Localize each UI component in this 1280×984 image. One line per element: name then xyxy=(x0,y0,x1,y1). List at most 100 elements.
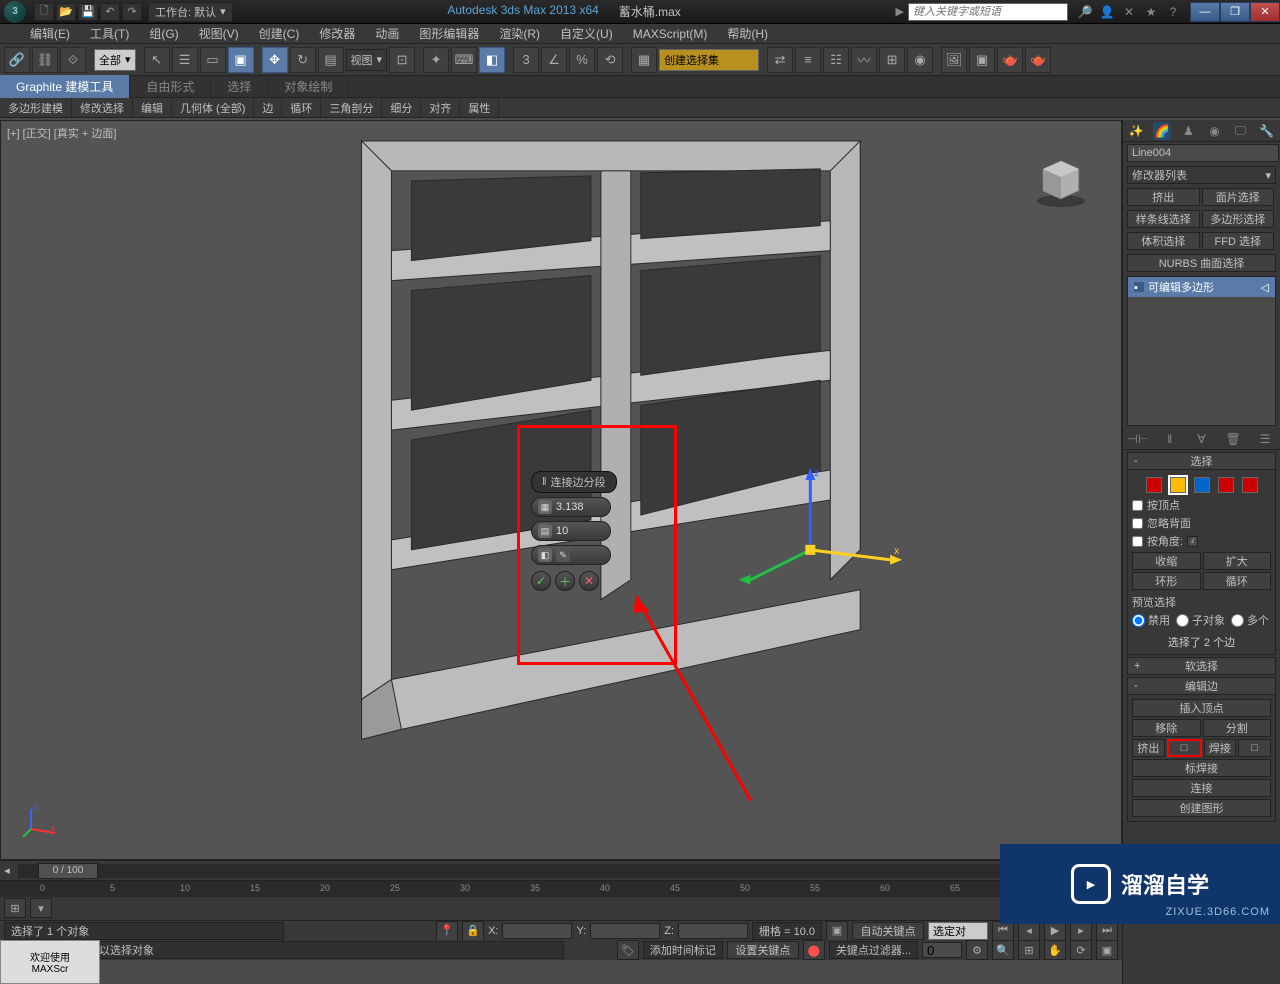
menu-views[interactable]: 视图(V) xyxy=(189,23,249,44)
spinner-snap-icon[interactable]: ⟲ xyxy=(597,47,623,73)
viewcube[interactable] xyxy=(1031,151,1091,211)
make-unique-icon[interactable]: ∀ xyxy=(1193,430,1211,448)
maximize-button[interactable]: ❐ xyxy=(1220,2,1250,22)
preset-ffdsel[interactable]: FFD 选择 xyxy=(1202,232,1275,250)
caddy-apply-button[interactable]: ＋ xyxy=(555,571,575,591)
angle-spinner[interactable] xyxy=(1187,536,1198,547)
pan-icon[interactable]: ✋ xyxy=(1044,940,1066,960)
subobj-border-icon[interactable] xyxy=(1194,477,1210,493)
mirror-icon[interactable]: ⇄ xyxy=(767,47,793,73)
loop-button[interactable]: 循环 xyxy=(1203,572,1272,590)
scale-icon[interactable]: ▤ xyxy=(318,47,344,73)
ring-button[interactable]: 环形 xyxy=(1132,572,1201,590)
snap3-icon[interactable]: 3 xyxy=(513,47,539,73)
configure-icon[interactable]: ☰ xyxy=(1256,430,1274,448)
zoom-icon[interactable]: 🔍 xyxy=(992,940,1014,960)
setkey-button[interactable]: 设置关键点 xyxy=(727,941,799,959)
current-frame-input[interactable] xyxy=(922,942,962,958)
preset-volsel[interactable]: 体积选择 xyxy=(1127,232,1200,250)
keyfilter-button[interactable]: 关键点过滤器... xyxy=(829,941,918,959)
tab-selection[interactable]: 选择 xyxy=(211,75,268,98)
help-icon[interactable]: ? xyxy=(1164,3,1182,21)
stab-polymodel[interactable]: 多边形建模 xyxy=(0,98,72,118)
snap-toggle-icon[interactable]: ◧ xyxy=(479,47,505,73)
rollout-selection-header[interactable]: -选择 xyxy=(1127,452,1276,470)
create-shape-button[interactable]: 创建图形 xyxy=(1132,799,1271,817)
subobj-edge-icon[interactable] xyxy=(1170,477,1186,493)
modify-panel-icon[interactable]: 🌈 xyxy=(1153,122,1171,140)
weld-button[interactable]: 焊接 xyxy=(1204,739,1237,757)
selection-filter-dropdown[interactable]: 全部 ▾ xyxy=(94,49,136,71)
display-panel-icon[interactable]: 🖵 xyxy=(1232,122,1250,140)
ignore-backfacing-checkbox[interactable] xyxy=(1132,518,1143,529)
signin-icon[interactable]: 👤 xyxy=(1098,3,1116,21)
preview-subobj-radio[interactable] xyxy=(1176,614,1189,627)
shrink-button[interactable]: 收缩 xyxy=(1132,552,1201,570)
layers-icon[interactable]: ☷ xyxy=(823,47,849,73)
stab-edit[interactable]: 编辑 xyxy=(133,98,172,118)
qat-save-icon[interactable]: 💾 xyxy=(78,3,98,21)
stab-edges[interactable]: 边 xyxy=(254,98,282,118)
named-selset-dropdown[interactable]: 创建选择集 xyxy=(659,49,759,71)
angle-snap-icon[interactable]: ∠ xyxy=(541,47,567,73)
modifier-list-dropdown[interactable]: 修改器列表▾ xyxy=(1127,166,1276,184)
caddy-cancel-button[interactable]: ✕ xyxy=(579,571,599,591)
caddy-title[interactable]: ‖ 连接边分段 xyxy=(531,471,617,493)
target-weld-button[interactable]: 标焊接 xyxy=(1132,759,1271,777)
connect-edges-caddy[interactable]: ‖ 连接边分段 ▦3.138 ▤10 ◧✎ ✓ ＋ ✕ xyxy=(531,471,617,591)
link-icon[interactable]: 🔗 xyxy=(4,47,30,73)
app-icon[interactable]: 3 xyxy=(4,1,26,23)
track-bar[interactable]: 051015202530354045505560657075 ⊞ ▾ xyxy=(0,880,1122,920)
x-coord-input[interactable] xyxy=(502,923,572,939)
tab-objpaint[interactable]: 对象绘制 xyxy=(268,75,349,98)
stab-subdiv[interactable]: 细分 xyxy=(382,98,421,118)
qat-redo-icon[interactable]: ↷ xyxy=(122,3,142,21)
motion-panel-icon[interactable]: ◉ xyxy=(1206,122,1224,140)
extrude-button[interactable]: 挤出 xyxy=(1132,739,1165,757)
grow-button[interactable]: 扩大 xyxy=(1203,552,1272,570)
time-thumb[interactable]: 0 / 100 xyxy=(38,863,98,879)
qat-undo-icon[interactable]: ↶ xyxy=(100,3,120,21)
create-panel-icon[interactable]: ✨ xyxy=(1127,122,1145,140)
manipulate-icon[interactable]: ✦ xyxy=(423,47,449,73)
preset-polysel[interactable]: 多边形选择 xyxy=(1202,210,1275,228)
rotate-icon[interactable]: ↻ xyxy=(290,47,316,73)
menu-help[interactable]: 帮助(H) xyxy=(717,23,778,44)
tab-graphite[interactable]: Graphite 建模工具 xyxy=(0,75,130,98)
subobj-element-icon[interactable] xyxy=(1242,477,1258,493)
extrude-settings-button[interactable]: □ xyxy=(1167,739,1202,757)
move-icon[interactable]: ✥ xyxy=(262,47,288,73)
select-icon[interactable]: ↖ xyxy=(144,47,170,73)
keymode-icon[interactable]: ⌨ xyxy=(451,47,477,73)
help-search-input[interactable] xyxy=(908,3,1068,21)
autokey-button[interactable]: 自动关键点 xyxy=(852,922,924,940)
subobj-poly-icon[interactable] xyxy=(1218,477,1234,493)
stab-tri[interactable]: 三角剖分 xyxy=(321,98,382,118)
menu-grapheditors[interactable]: 图形编辑器 xyxy=(409,23,489,44)
by-angle-checkbox[interactable] xyxy=(1132,536,1143,547)
hierarchy-panel-icon[interactable]: ♟ xyxy=(1179,122,1197,140)
bind-icon[interactable]: ⟐ xyxy=(60,47,86,73)
insert-vertex-button[interactable]: 插入顶点 xyxy=(1132,699,1271,717)
percent-snap-icon[interactable]: % xyxy=(569,47,595,73)
bridge-button[interactable]: 连接 xyxy=(1132,779,1271,797)
unlink-icon[interactable]: ⛓ xyxy=(32,47,58,73)
align-icon[interactable]: ≡ xyxy=(795,47,821,73)
menu-create[interactable]: 创建(C) xyxy=(249,23,310,44)
refcoord-dropdown[interactable]: 视图 ▾ xyxy=(346,49,388,71)
trackbar-filter-icon[interactable]: ▾ xyxy=(30,898,52,918)
caddy-segments-input[interactable]: ▦3.138 xyxy=(531,497,611,517)
zoom-all-icon[interactable]: ⊞ xyxy=(1018,940,1040,960)
curve-editor-icon[interactable]: 〰 xyxy=(851,47,877,73)
caddy-slide-input[interactable]: ◧✎ xyxy=(531,545,611,565)
menu-render[interactable]: 渲染(R) xyxy=(489,23,550,44)
z-coord-input[interactable] xyxy=(678,923,748,939)
orbit-icon[interactable]: ⟳ xyxy=(1070,940,1092,960)
trackbar-key-icon[interactable]: ⊞ xyxy=(4,898,26,918)
preset-nurbs[interactable]: NURBS 曲面选择 xyxy=(1127,254,1276,272)
minimize-button[interactable]: — xyxy=(1190,2,1220,22)
max-viewport-icon[interactable]: ▣ xyxy=(1096,940,1118,960)
weld-settings-button[interactable]: □ xyxy=(1238,739,1271,757)
show-end-icon[interactable]: ‖ xyxy=(1161,430,1179,448)
select-name-icon[interactable]: ☰ xyxy=(172,47,198,73)
